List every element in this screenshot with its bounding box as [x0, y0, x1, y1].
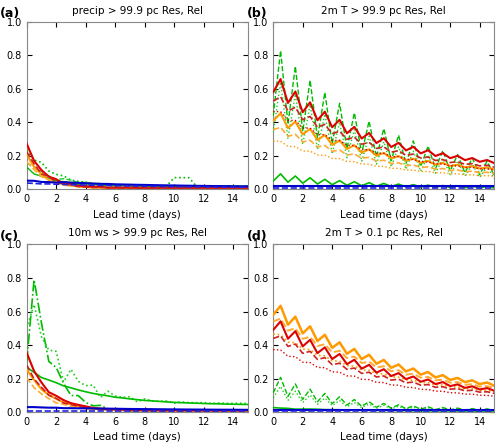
Text: (a): (a) [0, 7, 20, 20]
Text: (b): (b) [246, 7, 268, 20]
Title: 10m ws > 99.9 pc Res, Rel: 10m ws > 99.9 pc Res, Rel [68, 228, 207, 238]
X-axis label: Lead time (days): Lead time (days) [94, 432, 181, 443]
Title: 2m T > 99.9 pc Res, Rel: 2m T > 99.9 pc Res, Rel [322, 5, 446, 16]
X-axis label: Lead time (days): Lead time (days) [340, 432, 428, 443]
Title: 2m T > 0.1 pc Res, Rel: 2m T > 0.1 pc Res, Rel [325, 228, 443, 238]
X-axis label: Lead time (days): Lead time (days) [340, 210, 428, 220]
Text: (d): (d) [246, 230, 268, 243]
X-axis label: Lead time (days): Lead time (days) [94, 210, 181, 220]
Title: precip > 99.9 pc Res, Rel: precip > 99.9 pc Res, Rel [72, 5, 203, 16]
Text: (c): (c) [0, 230, 20, 243]
